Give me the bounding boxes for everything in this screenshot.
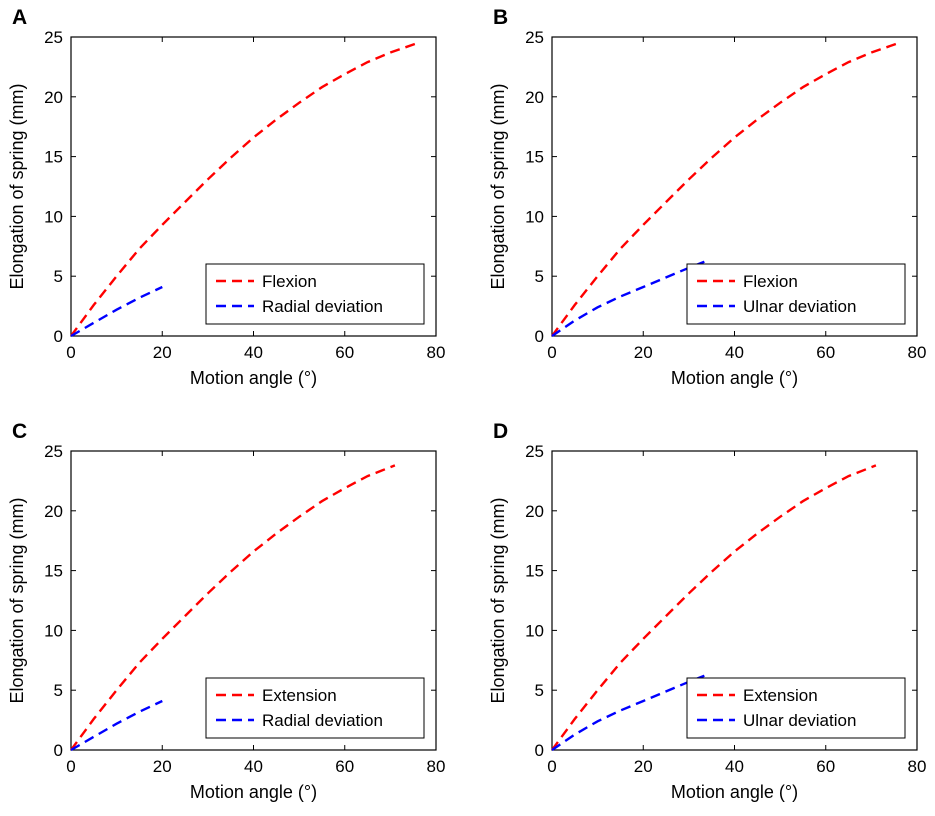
x-tick-label: 20	[634, 343, 653, 362]
x-tick-label: 80	[427, 343, 446, 362]
x-tick-label: 0	[66, 343, 75, 362]
x-tick-label: 80	[427, 757, 446, 776]
x-tick-label: 20	[153, 343, 172, 362]
legend-entry-1: Extension	[262, 686, 337, 705]
y-tick-label: 25	[44, 442, 63, 461]
legend: Flexion Ulnar deviation	[686, 263, 906, 325]
x-tick-label: 80	[908, 343, 927, 362]
series-line-2	[551, 259, 708, 337]
series-line-2	[70, 285, 163, 338]
panel-label: A	[12, 6, 27, 29]
y-tick-label: 20	[525, 88, 544, 107]
y-tick-label: 5	[54, 267, 63, 286]
x-axis-label: Motion angle (°)	[190, 782, 317, 802]
y-tick-label: 25	[525, 28, 544, 47]
y-tick-label: 10	[525, 621, 544, 640]
x-tick-label: 60	[335, 343, 354, 362]
x-tick-label: 60	[335, 757, 354, 776]
y-tick-label: 15	[44, 562, 63, 581]
legend-entry-2: Radial deviation	[262, 297, 383, 316]
y-axis-label: Elongation of spring (mm)	[488, 83, 508, 289]
series-line-2	[551, 673, 708, 751]
series-line-1	[70, 464, 396, 751]
x-tick-label: 0	[547, 757, 556, 776]
panel-label: D	[493, 420, 508, 443]
panel-d: D 0 20 40 60 80 0 5 10 15 20 25 Motion angle (°) Elon…	[488, 420, 926, 802]
y-tick-label: 10	[44, 621, 63, 640]
y-axis-label: Elongation of spring (mm)	[7, 83, 27, 289]
x-tick-label: 0	[66, 757, 75, 776]
legend-entry-1: Extension	[743, 686, 818, 705]
panel-b: B 0 20 40 60 80 0 5 10 15 20 25 Motion angle (°) Elon…	[488, 6, 926, 388]
x-tick-label: 80	[908, 757, 927, 776]
legend-entry-1: Flexion	[743, 272, 798, 291]
y-axis-label: Elongation of spring (mm)	[488, 497, 508, 703]
legend-box	[205, 677, 425, 739]
y-tick-label: 5	[535, 681, 544, 700]
x-axis-label: Motion angle (°)	[671, 368, 798, 388]
legend: Extension Ulnar deviation	[686, 677, 906, 739]
x-axis-label: Motion angle (°)	[190, 368, 317, 388]
y-tick-label: 20	[525, 502, 544, 521]
y-tick-label: 5	[54, 681, 63, 700]
y-tick-label: 10	[44, 207, 63, 226]
x-tick-label: 60	[816, 343, 835, 362]
legend: Extension Radial deviation	[205, 677, 425, 739]
y-tick-label: 25	[525, 442, 544, 461]
legend-entry-1: Flexion	[262, 272, 317, 291]
x-tick-label: 40	[725, 757, 744, 776]
y-tick-label: 15	[525, 562, 544, 581]
panel-c: C 0 20 40 60 80 0 5 10 15 20 25 Motion angle (°) Elon…	[7, 420, 445, 802]
legend: Flexion Radial deviation	[205, 263, 425, 325]
panel-a: A 0 20 40 60 80 0 5 10 15 20 25 Motion angle (°) Elon…	[7, 6, 445, 388]
y-tick-label: 15	[44, 148, 63, 167]
x-axis-label: Motion angle (°)	[671, 782, 798, 802]
x-tick-label: 40	[244, 757, 263, 776]
x-tick-label: 40	[244, 343, 263, 362]
y-tick-label: 20	[44, 502, 63, 521]
legend-entry-2: Ulnar deviation	[743, 297, 856, 316]
x-tick-label: 0	[547, 343, 556, 362]
y-tick-label: 20	[44, 88, 63, 107]
y-tick-label: 10	[525, 207, 544, 226]
panel-label: B	[493, 6, 508, 29]
x-tick-label: 20	[634, 757, 653, 776]
series-line-1	[551, 464, 877, 751]
legend-entry-2: Ulnar deviation	[743, 711, 856, 730]
legend-entry-2: Radial deviation	[262, 711, 383, 730]
y-tick-label: 5	[535, 267, 544, 286]
legend-box	[686, 263, 906, 325]
x-tick-label: 20	[153, 757, 172, 776]
y-tick-label: 15	[525, 148, 544, 167]
x-tick-label: 40	[725, 343, 744, 362]
y-axis-label: Elongation of spring (mm)	[7, 497, 27, 703]
y-tick-label: 0	[54, 741, 63, 760]
y-tick-label: 0	[535, 741, 544, 760]
panel-label: C	[12, 420, 27, 443]
y-tick-label: 25	[44, 28, 63, 47]
legend-box	[205, 263, 425, 325]
legend-box	[686, 677, 906, 739]
y-tick-label: 0	[54, 327, 63, 346]
x-tick-label: 60	[816, 757, 835, 776]
y-tick-label: 0	[535, 327, 544, 346]
series-line-2	[70, 699, 163, 752]
